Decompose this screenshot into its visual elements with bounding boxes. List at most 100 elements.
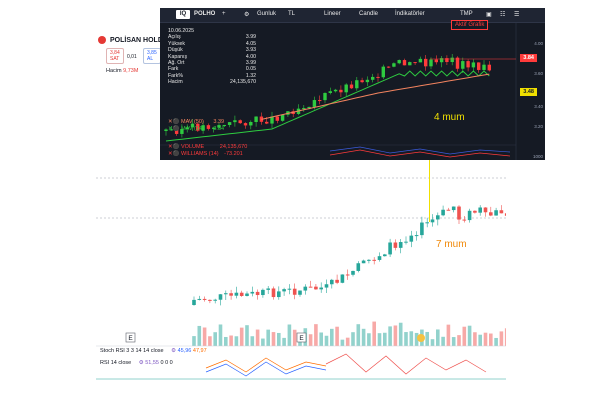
iq-info-label: Ağ. Ort	[168, 60, 185, 67]
close-icon[interactable]: ✕	[168, 119, 173, 125]
candle-body	[234, 292, 239, 296]
iq-mav50-line	[261, 73, 490, 120]
iq-layout-icon[interactable]: ☷	[500, 12, 506, 18]
volume-bar	[218, 324, 223, 346]
volume-bar	[255, 329, 260, 346]
tradingview-chart[interactable]: E E	[96, 170, 506, 370]
iq-candle-body	[318, 100, 322, 102]
volume-bar	[319, 332, 323, 346]
candle-body	[255, 291, 260, 296]
iq-candle-body	[196, 123, 200, 131]
volume-bar	[197, 325, 202, 346]
rsi-legend[interactable]: RSI 14 close ⚙ 51,55 0 0 0	[100, 360, 173, 366]
iq-price-tag: 3.84	[520, 54, 537, 62]
sell-label: SAT	[110, 56, 120, 62]
iq-info-value: 3.99	[245, 34, 256, 41]
dividend-marker-icon[interactable]	[417, 334, 425, 342]
iq-candle-body	[265, 121, 269, 124]
sell-price: 3,84	[110, 50, 120, 56]
iq-candle-body	[450, 57, 454, 63]
iq-candle-body	[445, 58, 449, 63]
iq-candle-body	[355, 80, 359, 89]
iq-indicators-dropdown[interactable]: İndikatörler	[395, 11, 425, 17]
iq-info-label: Düşük	[168, 47, 183, 54]
buy-button[interactable]: 3,85 AL	[143, 48, 161, 64]
event-marker-2[interactable]: E	[296, 332, 307, 343]
iq-info-label: Hacim	[168, 79, 183, 86]
volume-bar	[451, 337, 456, 346]
candle-body	[462, 219, 467, 221]
symbol-name[interactable]: POLİSAN HOLD	[110, 37, 163, 44]
iq-scale-dropdown[interactable]: Lineer	[324, 11, 341, 17]
iq-candle-body	[376, 76, 380, 78]
iq-mav50-legend[interactable]: ✕⚫ MAV (50) 3.39	[168, 119, 225, 125]
candle-body	[245, 293, 249, 296]
volume-bar	[245, 325, 249, 346]
iq-period-dropdown[interactable]: Gunluk	[257, 11, 277, 17]
candle-body	[208, 299, 212, 301]
iq-mav50-label: MAV (50)	[181, 119, 204, 125]
iq-list-icon[interactable]: ☰	[514, 12, 520, 18]
volume-bar	[229, 335, 233, 346]
candle-body	[430, 219, 435, 223]
svg-text:E: E	[128, 335, 133, 342]
iq-logo: IQ	[176, 10, 190, 19]
candle-body	[504, 213, 506, 216]
iq-info-value: 1.32	[245, 72, 256, 79]
candle-body	[457, 206, 461, 220]
candle-body	[467, 210, 472, 221]
iq-chart-window[interactable]: IQ POLHO + ⚙ Gunluk TL Lineer Candle İnd…	[160, 8, 545, 160]
iq-candle-body	[333, 89, 338, 92]
volume-bar	[277, 332, 281, 346]
candle-body	[345, 274, 350, 276]
candle-body	[308, 286, 313, 288]
iq-mav50-value: 3.39	[213, 119, 225, 125]
volume-bar	[467, 325, 472, 346]
iq-info-label: Yüksek	[168, 40, 186, 47]
volume-bar	[372, 321, 376, 346]
volume-bar	[393, 325, 398, 346]
iq-camera-icon[interactable]: ▣	[486, 12, 492, 18]
volume-bar	[367, 333, 371, 346]
iq-info-value: 0.05	[245, 66, 256, 73]
volume-bars	[192, 321, 506, 346]
iq-currency-dropdown[interactable]: TL	[288, 11, 296, 17]
iq-symbol[interactable]: POLHO	[194, 11, 216, 17]
close-icon[interactable]: ✕	[168, 151, 173, 157]
rsi-icon: ⚙	[138, 360, 144, 366]
iq-candle-body	[339, 89, 343, 93]
iq-williams-legend[interactable]: ✕⚫ WILLIAMS (14) -73.201	[168, 151, 243, 157]
iq-candle-body	[206, 125, 211, 129]
iq-tmp-button[interactable]: TMP	[460, 11, 473, 17]
iq-candle-body	[190, 123, 195, 128]
candle-body	[324, 284, 329, 288]
iq-info-label: Açılış	[168, 34, 181, 41]
iq-add-button[interactable]: +	[222, 11, 226, 17]
annotation-7-mum: 7 mum	[436, 239, 467, 250]
rsi-label: RSI 14 close	[100, 360, 132, 366]
candle-body	[377, 256, 382, 260]
iq-ma-tag: 3.48	[520, 88, 537, 96]
svg-text:E: E	[299, 335, 304, 342]
candle-body	[383, 254, 387, 257]
volume-bar	[425, 331, 429, 346]
candle-body	[202, 298, 207, 300]
iq-candle-body	[254, 116, 258, 123]
iq-mav14-legend[interactable]: ✕⚫ MAV (14) 3.84	[168, 126, 225, 132]
sell-button[interactable]: 3,84 SAT	[106, 48, 124, 64]
candle-body	[224, 293, 228, 295]
iq-candle-body	[201, 125, 205, 131]
event-marker-1[interactable]: E	[125, 332, 136, 343]
close-icon[interactable]: ✕	[168, 126, 173, 132]
volume-bar	[462, 326, 467, 346]
iq-style-dropdown[interactable]: Candle	[359, 11, 379, 17]
close-icon[interactable]: ✕	[168, 144, 173, 150]
stoch-rsi-legend[interactable]: Stoch RSI 3 3 14 14 close ⚙ 45,96 47,97	[100, 348, 207, 354]
volume-bar	[388, 326, 392, 346]
aktif-grafik-button[interactable]: Aktif Grafik	[451, 20, 489, 30]
volume-bar	[330, 328, 334, 346]
iq-settings-icon[interactable]: ⚙	[244, 12, 250, 18]
iq-candle-body	[217, 125, 221, 128]
iq-volume-legend[interactable]: ✕⚫ VOLUME 24,135,670	[168, 144, 248, 150]
volume-bar	[250, 336, 255, 346]
